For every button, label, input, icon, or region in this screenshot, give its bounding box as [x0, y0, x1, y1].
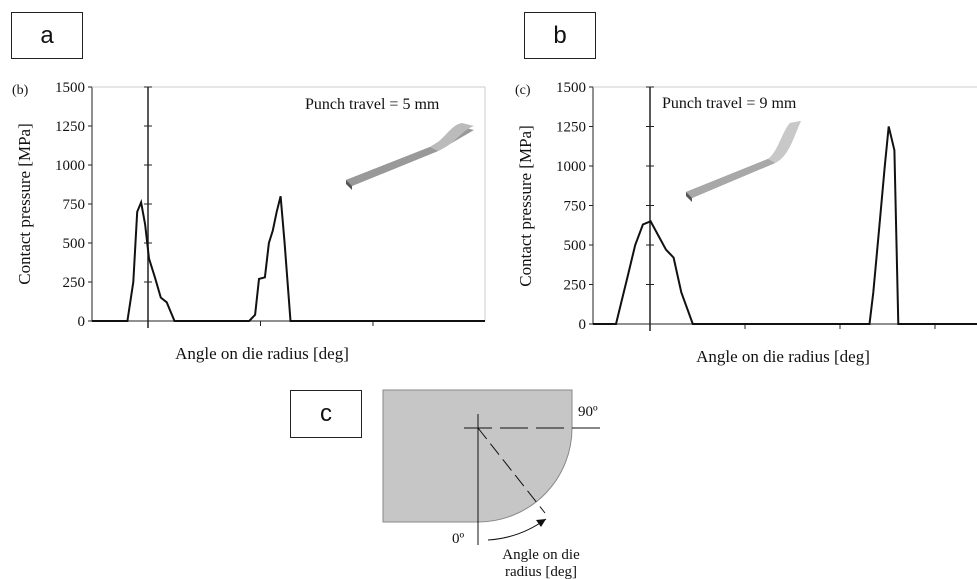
- chart-b-ytick-label: 1500: [556, 80, 586, 96]
- chart-a-ytick-label: 250: [63, 275, 86, 291]
- chart-b-ytick-label: 750: [564, 199, 587, 215]
- chart-b-xlabel: Angle on die radius [deg]: [696, 347, 870, 366]
- chart-a-strip-illustration: [346, 123, 474, 190]
- chart-a-ytick-label: 500: [63, 236, 86, 252]
- panel-label-b: b: [524, 12, 596, 59]
- die-radius-schematic: 90º 0º Angle on die radius [deg]: [382, 389, 600, 579]
- chart-a-ytick-label: 750: [63, 197, 86, 213]
- chart-a-ytick-label: 1250: [55, 119, 85, 135]
- chart-b-annotation: Punch travel = 9 mm: [662, 95, 797, 112]
- chart-a-ytick-label: 0: [78, 314, 86, 330]
- schematic-caption-line1: Angle on die: [502, 547, 580, 563]
- chart-b: (c) 0 250 500 750 1000 1250 1500 Contact press…: [515, 80, 977, 366]
- angle-arrowhead: [536, 519, 546, 527]
- chart-a-series-line: [92, 195, 485, 322]
- schematic-caption-line2: radius [deg]: [505, 564, 577, 579]
- chart-b-ytick-label: 1000: [556, 159, 586, 175]
- chart-b-ylabel: Contact pressure [MPa]: [516, 125, 535, 286]
- label-0-degrees: 0º: [452, 531, 465, 547]
- panel-label-c: c: [290, 390, 362, 438]
- chart-a-annotation: Punch travel = 5 mm: [305, 96, 440, 113]
- chart-b-ytick-label: 500: [564, 238, 587, 254]
- chart-a: (b) 0 250 500 750 1000 1250 1500 Contact press…: [12, 80, 486, 363]
- chart-b-ytick-label: 250: [564, 278, 587, 294]
- panel-label-a: a: [11, 12, 83, 59]
- angle-arc: [487, 518, 547, 541]
- chart-a-xlabel: Angle on die radius [deg]: [175, 344, 349, 363]
- chart-b-ytick-label: 1250: [556, 120, 586, 136]
- chart-a-panel-tag: (b): [12, 83, 29, 98]
- chart-a-ytick-label: 1500: [55, 80, 85, 96]
- chart-b-series-line: [593, 126, 977, 325]
- chart-b-strip-illustration: [686, 121, 801, 202]
- chart-a-ytick-label: 1000: [55, 158, 85, 174]
- chart-b-panel-tag: (c): [515, 83, 531, 98]
- chart-b-ytick-label: 0: [579, 317, 587, 333]
- label-90-degrees: 90º: [578, 404, 598, 420]
- chart-a-ylabel: Contact pressure [MPa]: [15, 123, 34, 284]
- radius-angle-line: [477, 427, 546, 514]
